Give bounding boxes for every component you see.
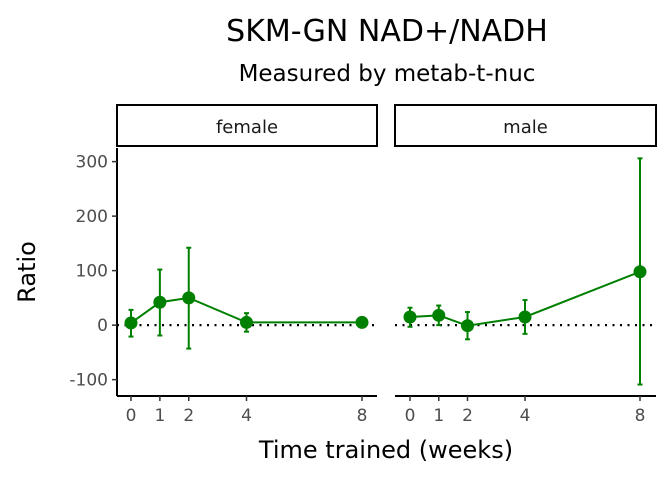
data-point [153,295,167,309]
x-tick-label: 4 [520,406,531,426]
x-tick-label: 2 [462,406,473,426]
facet-panel-female: female 0 1 2 4 8 [116,104,378,426]
y-axis: -100 0 100 200 300 [69,148,118,396]
data-point [461,319,474,333]
facet-strip [394,104,657,147]
data-point [633,265,647,279]
facet-strip [116,104,378,147]
x-axis-title: Time trained (weeks) [258,436,513,464]
data-point [432,308,446,322]
y-tick-label: 200 [76,207,108,227]
facet-strip-label: male [503,117,548,138]
x-tick-label: 0 [126,406,137,426]
data-point [403,310,417,324]
x-tick-label: 1 [433,406,444,426]
data-point [518,310,532,324]
x-tick-label: 8 [635,406,646,426]
chart-title: SKM-GN NAD+/NADH [226,14,548,49]
data-point [355,315,369,329]
data-point [124,316,138,330]
facet-strip-label: female [216,117,278,138]
x-tick-label: 4 [241,406,252,426]
chart-subtitle: Measured by metab-t-nuc [239,61,536,87]
y-tick-label: 300 [76,153,108,173]
x-tick-label: 1 [154,406,165,426]
facet-panel-male: male 0 1 2 4 8 [394,104,657,426]
x-tick-label: 2 [183,406,194,426]
y-tick-label: 0 [97,316,108,336]
y-tick-label: 100 [76,262,108,282]
y-tick-label: -100 [69,371,108,391]
x-tick-label: 0 [405,406,416,426]
data-point [240,315,253,329]
x-tick-label: 8 [357,406,368,426]
y-axis-title: Ratio [13,241,41,303]
data-point [182,291,196,305]
